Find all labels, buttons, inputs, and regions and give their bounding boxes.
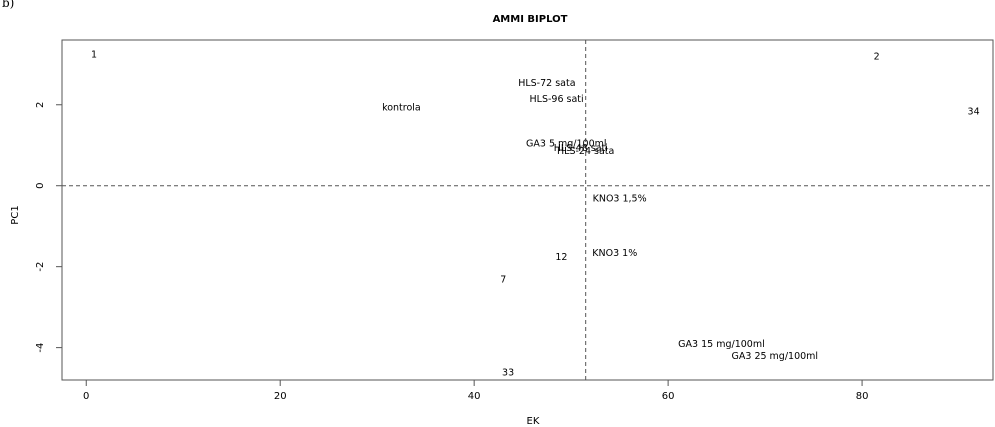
point-label: HLS-48 sati — [554, 143, 608, 154]
chart-title: AMMI BIPLOT — [493, 14, 568, 25]
x-axis: 0 20 40 60 80 — [83, 379, 869, 402]
y-tick-label: 0 — [35, 183, 46, 189]
x-tick-label: 80 — [856, 391, 869, 402]
point-label: HLS-72 sata — [518, 78, 575, 89]
x-tick-label: 20 — [274, 391, 287, 402]
point-label: 7 — [500, 274, 506, 285]
point-label: KNO3 1,5% — [593, 193, 647, 204]
point-label: HLS-24 sata — [557, 146, 614, 157]
point-label: KNO3 1% — [592, 248, 637, 259]
x-axis-label: EK — [527, 416, 540, 427]
point-label: 33 — [502, 367, 514, 378]
y-axis-label: PC1 — [10, 205, 21, 224]
point-label: 1 — [91, 50, 97, 61]
x-tick-label: 40 — [468, 391, 481, 402]
point-label: GA3 25 mg/100ml — [732, 351, 819, 362]
y-tick-label: -2 — [35, 262, 46, 272]
point-label: 12 — [555, 252, 567, 263]
point-label: kontrola — [382, 102, 421, 113]
y-axis: -4 -2 0 2 — [35, 102, 63, 353]
panel-tag: b) — [2, 0, 15, 10]
plot-frame — [61, 39, 994, 381]
point-label: GA3 15 mg/100ml — [678, 339, 765, 350]
y-tick-label: 2 — [35, 102, 46, 108]
point-label: HLS-96 sati — [530, 94, 584, 105]
y-tick-label: -4 — [35, 343, 46, 353]
point-label: 2 — [874, 52, 880, 63]
reference-lines — [62, 40, 993, 380]
x-tick-label: 60 — [662, 391, 675, 402]
x-tick-label: 0 — [83, 391, 89, 402]
point-label: GA3 5 mg/100ml — [526, 139, 607, 150]
point-label: 34 — [968, 106, 980, 117]
